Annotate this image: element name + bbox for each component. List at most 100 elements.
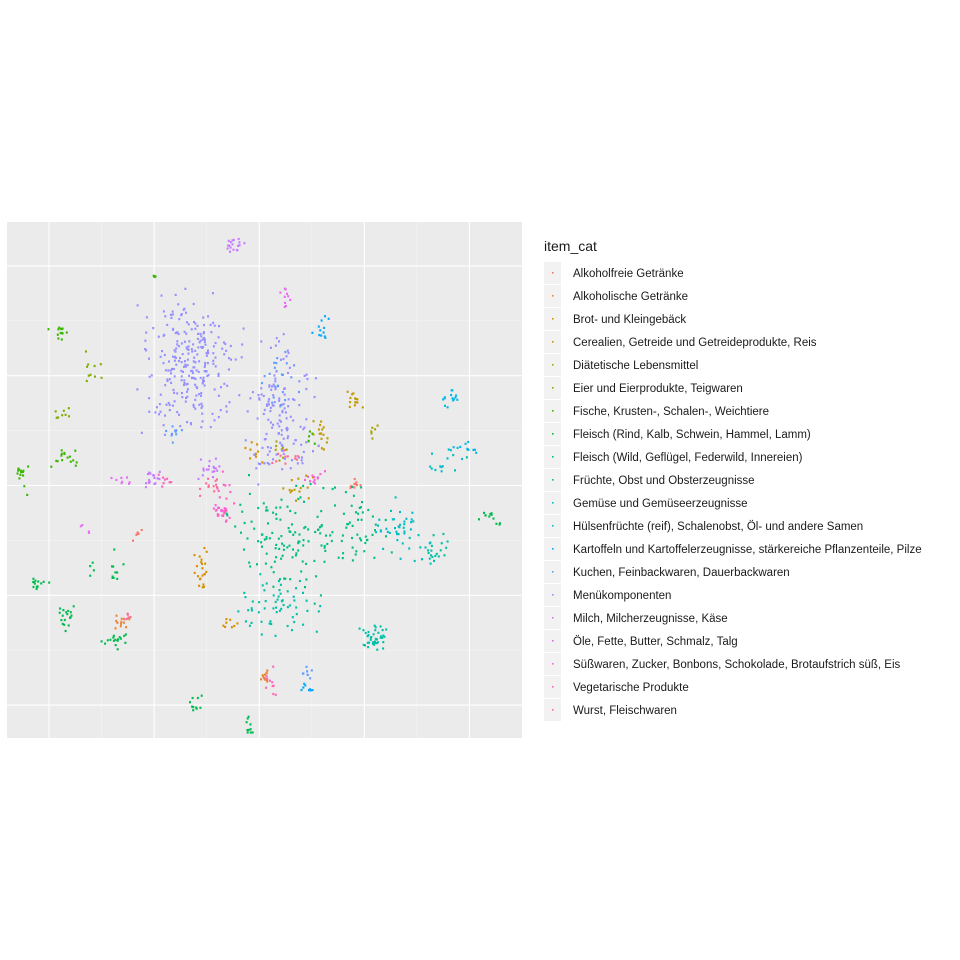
scatter-point	[363, 550, 366, 553]
scatter-point	[466, 447, 469, 450]
scatter-point	[366, 635, 369, 638]
scatter-point	[408, 536, 411, 539]
scatter-point	[320, 420, 323, 423]
scatter-point	[118, 636, 121, 639]
scatter-point	[294, 531, 297, 534]
scatter-point	[349, 485, 352, 488]
scatter-point	[413, 559, 416, 563]
scatter-point	[213, 470, 216, 473]
scatter-point	[451, 397, 454, 400]
scatter-point	[229, 246, 232, 249]
scatter-point	[266, 403, 268, 406]
scatter-point	[331, 487, 334, 491]
scatter-point	[119, 625, 122, 628]
legend-label: Alkoholische Getränke	[573, 291, 688, 303]
scatter-point	[280, 358, 282, 361]
scatter-point	[247, 609, 250, 612]
scatter-point	[294, 455, 297, 458]
scatter-point	[283, 393, 286, 396]
scatter-point	[166, 323, 169, 326]
scatter-point	[266, 669, 269, 672]
scatter-point	[431, 452, 433, 455]
scatter-point	[304, 478, 306, 481]
scatter-point	[279, 583, 282, 586]
scatter-point	[265, 432, 268, 436]
scatter-point	[299, 486, 302, 490]
scatter-point	[122, 563, 125, 566]
legend-label: Milch, Milcherzeugnisse, Käse	[573, 613, 728, 625]
legend-key-dot	[552, 502, 554, 504]
scatter-point	[266, 509, 269, 512]
scatter-point	[442, 532, 445, 536]
scatter-point	[367, 508, 370, 512]
scatter-point	[201, 574, 204, 577]
scatter-point	[295, 484, 298, 487]
scatter-point	[144, 339, 147, 342]
scatter-point	[192, 360, 195, 363]
scatter-point	[213, 466, 216, 469]
scatter-point	[256, 417, 259, 420]
scatter-point	[216, 478, 218, 481]
scatter-point	[360, 518, 363, 521]
legend-key-dot	[552, 548, 554, 550]
scatter-point	[246, 717, 249, 720]
scatter-point	[124, 641, 127, 644]
scatter-point	[197, 332, 200, 335]
scatter-point	[202, 332, 205, 335]
scatter-point	[299, 496, 302, 499]
scatter-point	[184, 365, 187, 368]
legend-label: Öle, Fette, Butter, Schmalz, Talg	[573, 636, 738, 648]
scatter-point	[307, 528, 310, 531]
scatter-point	[61, 622, 64, 625]
scatter-point	[278, 547, 281, 550]
scatter-point	[190, 369, 193, 372]
scatter-point	[192, 366, 195, 369]
scatter-point	[192, 302, 195, 306]
scatter-point	[193, 320, 195, 324]
scatter-point	[172, 327, 175, 330]
scatter-point	[140, 431, 143, 434]
scatter-point	[284, 288, 287, 291]
scatter-point	[260, 541, 263, 544]
scatter-point	[289, 415, 292, 418]
scatter-point	[261, 461, 264, 464]
scatter-point	[294, 457, 297, 460]
scatter-point	[189, 701, 191, 704]
scatter-point	[106, 639, 109, 642]
scatter-point	[194, 322, 197, 325]
scatter-point	[322, 487, 325, 490]
scatter-point	[180, 342, 183, 345]
scatter-point	[287, 295, 290, 298]
scatter-point	[114, 638, 117, 641]
scatter-point	[478, 518, 480, 521]
scatter-point	[175, 363, 178, 366]
scatter-point	[498, 523, 501, 526]
scatter-point	[212, 345, 215, 348]
scatter-point	[394, 496, 397, 499]
scatter-point	[351, 393, 354, 396]
scatter-point	[276, 598, 279, 601]
scatter-point	[265, 509, 268, 512]
scatter-point	[212, 359, 215, 362]
scatter-point	[309, 689, 312, 692]
scatter-point	[145, 349, 148, 352]
scatter-point	[155, 406, 158, 409]
scatter-point	[320, 334, 323, 337]
legend-key-dot	[552, 594, 554, 596]
scatter-point	[20, 469, 22, 472]
scatter-point	[305, 387, 308, 391]
scatter-point	[164, 369, 167, 372]
scatter-point	[314, 377, 317, 380]
scatter-point	[231, 239, 234, 242]
legend-label: Fleisch (Wild, Geflügel, Federwild, Inne…	[573, 452, 803, 464]
scatter-point	[374, 626, 377, 629]
scatter-point	[298, 380, 301, 383]
scatter-point	[164, 384, 167, 387]
scatter-point	[208, 465, 211, 468]
scatter-point	[282, 452, 285, 455]
scatter-point	[170, 372, 172, 375]
scatter-point	[295, 458, 298, 461]
scatter-point	[294, 554, 297, 557]
scatter-point	[270, 622, 273, 626]
scatter-point	[316, 476, 319, 479]
